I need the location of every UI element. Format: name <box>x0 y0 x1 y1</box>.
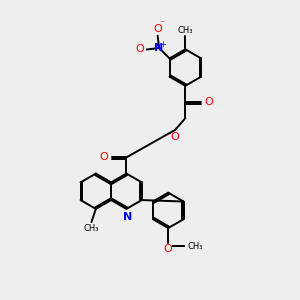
Text: CH₃: CH₃ <box>84 224 99 232</box>
Text: O: O <box>171 132 179 142</box>
Text: +: + <box>160 40 167 49</box>
Text: ⁻: ⁻ <box>160 19 165 29</box>
Text: CH₃: CH₃ <box>178 26 193 35</box>
Text: N: N <box>123 212 133 222</box>
Text: O: O <box>153 25 162 34</box>
Text: O: O <box>135 44 144 55</box>
Text: O: O <box>164 244 172 254</box>
Text: O: O <box>99 152 108 162</box>
Text: O: O <box>205 97 213 107</box>
Text: N: N <box>154 43 164 53</box>
Text: CH₃: CH₃ <box>188 242 203 251</box>
